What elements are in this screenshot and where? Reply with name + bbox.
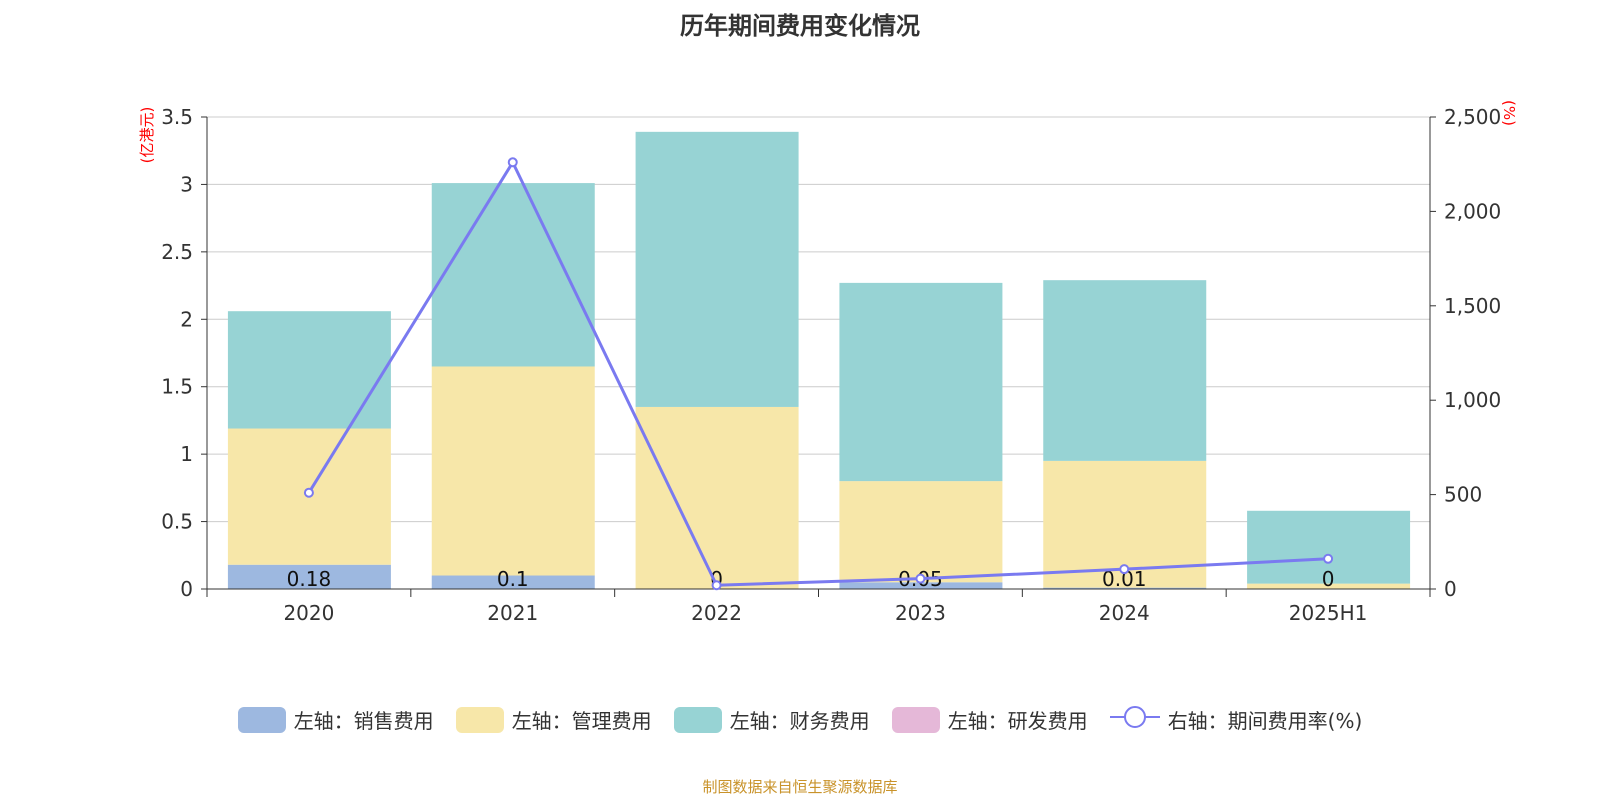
bar-左轴：财务费用 xyxy=(1043,280,1207,461)
bar-data-label: 0.1 xyxy=(497,567,529,591)
legend-label: 左轴：财务费用 xyxy=(729,709,870,733)
bar-左轴：财务费用 xyxy=(431,183,595,367)
line-point xyxy=(303,487,314,498)
legend-swatch xyxy=(455,706,504,733)
left-tick-label: 0 xyxy=(180,577,193,601)
legend-label: 左轴：研发费用 xyxy=(947,709,1088,733)
bar-左轴：财务费用 xyxy=(839,282,1003,482)
line-point xyxy=(1119,564,1130,575)
legend-label: 右轴：期间费用率(%) xyxy=(1167,709,1363,733)
source-note: 制图数据来自恒生聚源数据库 xyxy=(702,778,898,796)
x-tick-label: 2024 xyxy=(1099,601,1150,625)
x-tick-label: 2022 xyxy=(691,601,742,625)
x-tick-label: 2025H1 xyxy=(1289,601,1368,625)
bar-左轴：财务费用 xyxy=(227,311,391,429)
bar-左轴：财务费用 xyxy=(1247,510,1411,584)
legend: 左轴：销售费用 左轴：管理费用 左轴：财务费用 左轴：研发费用 右轴：期间费用率(%) xyxy=(0,704,1600,735)
line-point xyxy=(1323,553,1334,564)
right-tick-label: 2,000 xyxy=(1444,199,1501,223)
bar-左轴：管理费用 xyxy=(839,481,1003,583)
legend-swatch xyxy=(673,706,722,733)
left-tick-label: 1.5 xyxy=(161,375,193,399)
left-tick-label: 2 xyxy=(180,307,193,331)
right-tick-label: 500 xyxy=(1444,483,1482,507)
legend-item[interactable]: 左轴：管理费用 xyxy=(455,704,652,735)
legend-item[interactable]: 右轴：期间费用率(%) xyxy=(1109,704,1363,735)
bar-左轴：销售费用 xyxy=(227,564,391,589)
legend-swatch xyxy=(237,706,286,733)
legend-item[interactable]: 左轴：财务费用 xyxy=(673,704,870,735)
legend-line-circle-icon xyxy=(1109,704,1160,735)
bar-左轴：财务费用 xyxy=(635,131,799,407)
right-tick-label: 1,500 xyxy=(1444,294,1501,318)
line-series xyxy=(307,159,1329,587)
right-tick-label: 1,000 xyxy=(1444,388,1501,412)
left-tick-label: 0.5 xyxy=(161,510,193,534)
x-tick-label: 2021 xyxy=(487,601,538,625)
left-axis-label: (亿港元) xyxy=(138,107,156,164)
x-tick-label: 2023 xyxy=(895,601,946,625)
bar-左轴：销售费用 xyxy=(1043,587,1207,589)
line-point xyxy=(915,573,926,584)
bar-左轴：管理费用 xyxy=(1247,583,1411,589)
bar-data-label: 0.18 xyxy=(287,567,332,591)
left-tick-label: 3.5 xyxy=(161,105,193,129)
x-tick-label: 2020 xyxy=(283,601,334,625)
left-tick-label: 3 xyxy=(180,172,193,196)
left-tick-label: 2.5 xyxy=(161,240,193,264)
bar-左轴：管理费用 xyxy=(431,366,595,576)
right-axis-label: (%) xyxy=(1500,100,1518,126)
line-point xyxy=(711,580,722,591)
right-tick-label: 2,500 xyxy=(1444,105,1501,129)
bar-左轴：销售费用 xyxy=(431,575,595,589)
legend-item[interactable]: 左轴：销售费用 xyxy=(237,704,434,735)
legend-item[interactable]: 左轴：研发费用 xyxy=(891,704,1088,735)
chart-title: 历年期间费用变化情况 xyxy=(680,12,920,40)
legend-label: 左轴：销售费用 xyxy=(293,709,434,733)
bar-左轴：管理费用 xyxy=(635,406,799,589)
line-point xyxy=(507,157,518,168)
legend-label: 左轴：管理费用 xyxy=(511,709,652,733)
bar-左轴：销售费用 xyxy=(839,582,1003,589)
right-tick-label: 0 xyxy=(1444,577,1457,601)
left-tick-label: 1 xyxy=(180,442,193,466)
bar-data-label: 0 xyxy=(1322,567,1335,591)
legend-swatch xyxy=(891,706,940,733)
